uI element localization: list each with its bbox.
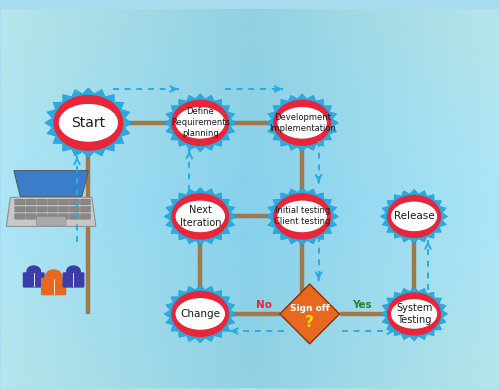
Circle shape <box>387 292 441 336</box>
Polygon shape <box>266 187 338 245</box>
FancyBboxPatch shape <box>15 207 25 212</box>
Circle shape <box>45 269 62 283</box>
Circle shape <box>386 194 442 239</box>
FancyBboxPatch shape <box>80 199 90 205</box>
FancyBboxPatch shape <box>58 199 68 205</box>
Circle shape <box>171 291 230 337</box>
Circle shape <box>273 193 331 240</box>
Circle shape <box>54 95 124 151</box>
Polygon shape <box>380 287 448 341</box>
FancyBboxPatch shape <box>80 207 90 212</box>
Ellipse shape <box>278 201 326 231</box>
Text: ?: ? <box>305 315 314 330</box>
Circle shape <box>171 100 230 146</box>
Circle shape <box>272 99 332 147</box>
FancyBboxPatch shape <box>22 272 44 287</box>
Ellipse shape <box>392 300 436 328</box>
Ellipse shape <box>278 108 326 138</box>
Text: Start: Start <box>72 116 106 130</box>
Ellipse shape <box>60 105 118 141</box>
Text: Release: Release <box>394 211 434 221</box>
FancyBboxPatch shape <box>70 199 80 205</box>
Ellipse shape <box>176 299 224 329</box>
Circle shape <box>386 291 442 336</box>
Text: Next
Iteration: Next Iteration <box>180 205 221 228</box>
Circle shape <box>52 94 125 152</box>
FancyBboxPatch shape <box>36 199 46 205</box>
Text: Yes: Yes <box>352 300 372 310</box>
Circle shape <box>66 265 81 277</box>
Circle shape <box>170 290 230 338</box>
Circle shape <box>387 195 441 238</box>
FancyBboxPatch shape <box>70 207 80 212</box>
FancyBboxPatch shape <box>62 272 84 287</box>
Polygon shape <box>6 197 96 226</box>
Polygon shape <box>280 284 340 344</box>
FancyBboxPatch shape <box>70 214 80 219</box>
Ellipse shape <box>176 201 224 231</box>
Text: System
Testing: System Testing <box>396 303 432 325</box>
FancyBboxPatch shape <box>48 199 58 205</box>
Text: Sign off: Sign off <box>290 304 330 313</box>
Polygon shape <box>164 187 236 245</box>
Text: No: No <box>256 300 272 310</box>
Circle shape <box>273 100 331 146</box>
Circle shape <box>272 192 332 240</box>
FancyBboxPatch shape <box>58 207 68 212</box>
Text: Development
Implementation: Development Implementation <box>269 113 336 133</box>
FancyBboxPatch shape <box>36 207 46 212</box>
FancyBboxPatch shape <box>41 278 66 295</box>
Text: Initial testing
Client testing: Initial testing Client testing <box>274 206 330 226</box>
Polygon shape <box>44 88 132 158</box>
Circle shape <box>170 192 230 240</box>
FancyBboxPatch shape <box>26 207 36 212</box>
Text: Change: Change <box>180 309 220 319</box>
FancyBboxPatch shape <box>36 216 66 225</box>
Circle shape <box>170 99 230 147</box>
Polygon shape <box>164 285 236 343</box>
Polygon shape <box>266 94 338 152</box>
Polygon shape <box>380 189 448 244</box>
FancyBboxPatch shape <box>48 214 58 219</box>
FancyBboxPatch shape <box>26 199 36 205</box>
FancyBboxPatch shape <box>48 207 58 212</box>
Ellipse shape <box>176 108 224 138</box>
FancyBboxPatch shape <box>26 214 36 219</box>
Polygon shape <box>14 171 88 196</box>
Circle shape <box>26 265 41 277</box>
Circle shape <box>171 193 230 240</box>
Text: Define
Requirements
planning: Define Requirements planning <box>171 107 230 138</box>
Polygon shape <box>164 94 236 152</box>
FancyBboxPatch shape <box>15 214 25 219</box>
FancyBboxPatch shape <box>15 199 25 205</box>
FancyBboxPatch shape <box>80 214 90 219</box>
FancyBboxPatch shape <box>36 214 46 219</box>
FancyBboxPatch shape <box>58 214 68 219</box>
Ellipse shape <box>392 202 436 230</box>
